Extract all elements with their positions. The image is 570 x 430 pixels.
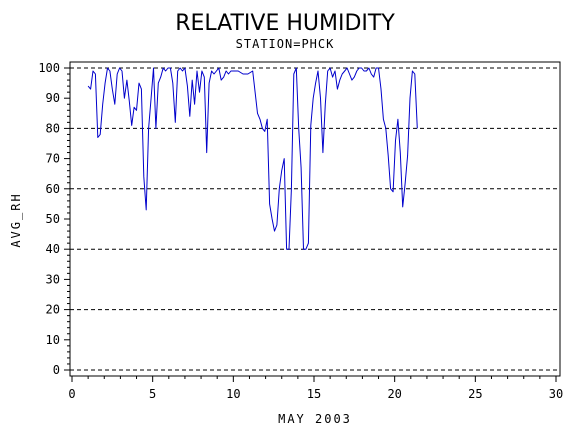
y-tick-label: 90 <box>46 91 60 105</box>
y-axis-label: AVG_RH <box>9 192 23 247</box>
y-tick-label: 100 <box>38 61 60 75</box>
y-tick-label: 30 <box>46 272 60 286</box>
series-line-0 <box>87 67 418 250</box>
y-tick-label: 40 <box>46 242 60 256</box>
x-tick-label: 20 <box>387 387 401 401</box>
x-tick-label: 0 <box>68 387 75 401</box>
plot-frame <box>69 61 561 377</box>
x-tick-label: 15 <box>307 387 321 401</box>
y-tick-label: 0 <box>53 363 60 377</box>
grid-lines <box>70 67 560 371</box>
y-tick-label: 10 <box>46 333 60 347</box>
y-axis: 0 10 20 30 40 50 60 70 80 90 100 <box>38 61 70 377</box>
y-tick-label: 60 <box>46 182 60 196</box>
series-layer <box>87 67 418 250</box>
x-tick-label: 5 <box>149 387 156 401</box>
x-axis-label: MAY 2003 <box>278 412 352 426</box>
x-tick-label: 25 <box>468 387 482 401</box>
x-tick-label: 30 <box>549 387 563 401</box>
x-tick-label: 10 <box>226 387 240 401</box>
y-tick-label: 80 <box>46 121 60 135</box>
y-tick-label: 50 <box>46 212 60 226</box>
y-tick-label: 70 <box>46 152 60 166</box>
y-tick-label: 20 <box>46 303 60 317</box>
chart-subtitle: STATION=PHCK <box>236 37 335 51</box>
chart-title: RELATIVE HUMIDITY <box>175 11 395 36</box>
x-axis: 0 5 10 15 20 25 30 <box>68 376 563 401</box>
